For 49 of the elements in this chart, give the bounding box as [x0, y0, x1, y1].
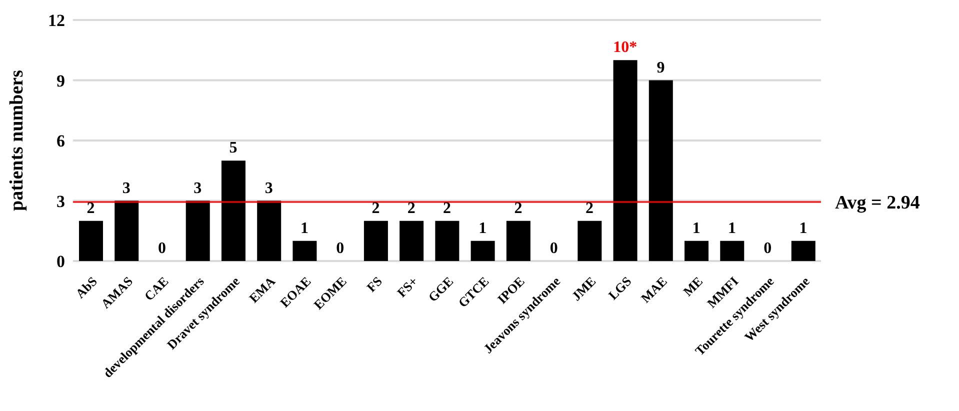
y-tick-label: 6 [56, 132, 65, 151]
bar [221, 160, 246, 261]
bar [648, 80, 673, 261]
y-axis-title: patients numbers [6, 70, 28, 211]
data-label: 0 [336, 240, 344, 257]
data-label: 0 [158, 240, 166, 257]
data-label: 1 [728, 220, 736, 237]
bar [578, 220, 602, 261]
bar [257, 200, 282, 261]
bar [79, 220, 103, 261]
x-tick-label: FS [364, 274, 385, 295]
x-tick-label: AbS [72, 274, 100, 302]
y-tick-label: 0 [56, 252, 65, 272]
data-label: 0 [764, 240, 772, 257]
data-label: 2 [443, 200, 451, 217]
data-label: 2 [372, 200, 380, 217]
bar [364, 220, 388, 261]
data-label: 2 [86, 200, 95, 217]
bar [684, 240, 709, 261]
data-label: 9 [656, 59, 665, 76]
data-label: 1 [799, 220, 808, 237]
data-label: 3 [264, 180, 273, 197]
y-tick-label: 9 [56, 71, 65, 90]
bar [470, 240, 495, 261]
bar [506, 220, 530, 261]
data-label: 1 [300, 220, 309, 237]
ref-line-label: Avg = 2.94 [835, 192, 920, 214]
bar [791, 240, 816, 261]
data-label: 5 [229, 140, 238, 157]
x-tick-label: ME [680, 274, 706, 300]
data-label: 1 [478, 220, 487, 237]
y-tick-label: 12 [48, 11, 65, 30]
bar [400, 220, 424, 261]
bar [292, 240, 317, 261]
x-tick-label: FS+ [394, 274, 421, 300]
bar [114, 200, 139, 261]
data-label: 0 [550, 240, 558, 257]
bar [720, 240, 744, 261]
data-label: 2 [514, 200, 522, 217]
annotation: 10* [613, 39, 638, 56]
bar [186, 200, 210, 261]
bar [613, 60, 638, 261]
data-label: 2 [407, 200, 416, 217]
data-label: 1 [692, 220, 700, 237]
data-label: 2 [585, 200, 594, 217]
data-label: 3 [122, 180, 130, 197]
data-label: 3 [194, 180, 202, 197]
y-tick-label: 3 [56, 192, 65, 211]
bar [435, 220, 460, 261]
